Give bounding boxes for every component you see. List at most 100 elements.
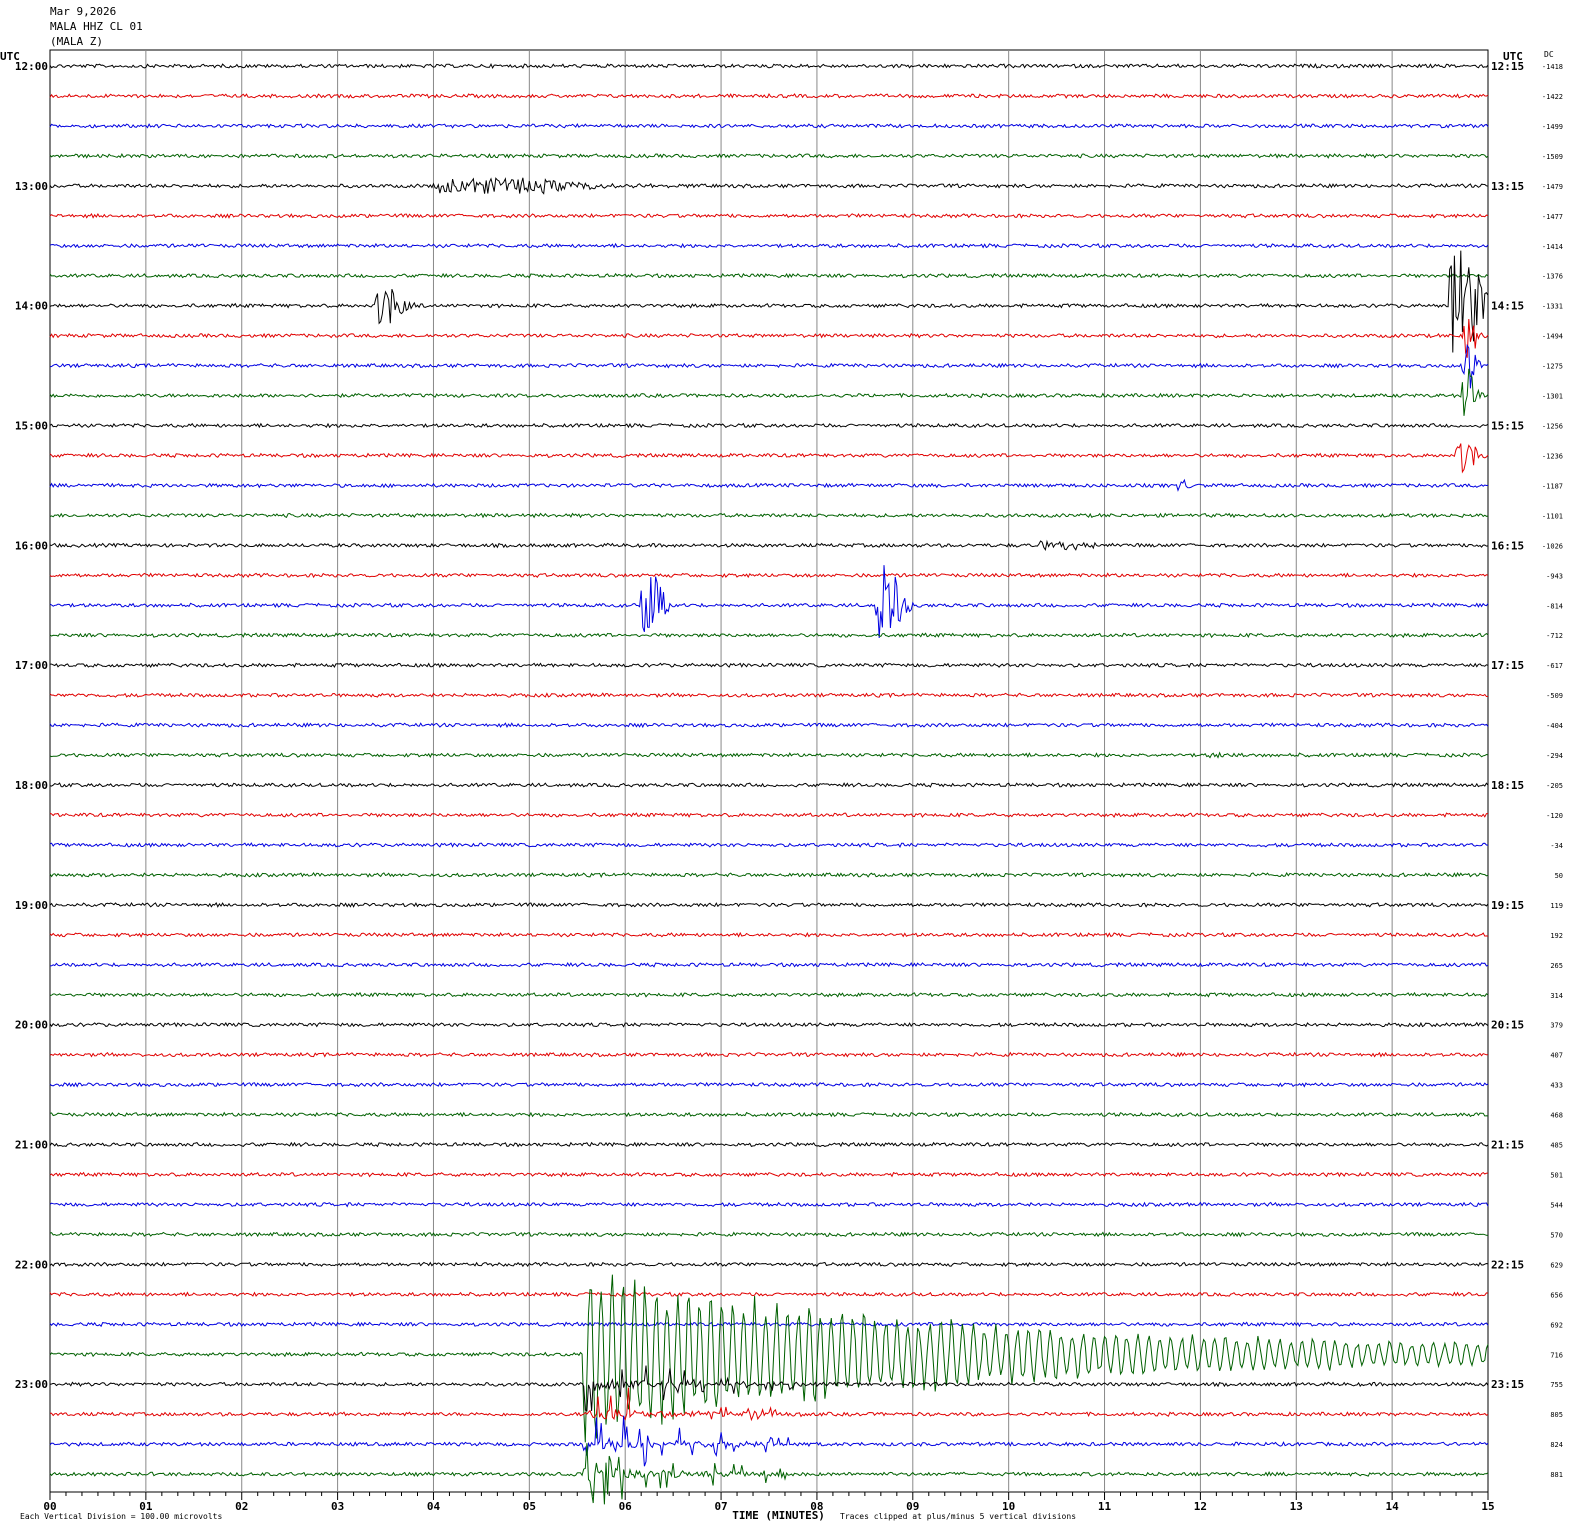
header-station: MALA HHZ CL 01 [50,20,143,33]
x-tick-label: 10 [1002,1500,1015,1513]
dc-offset-label: 119 [1550,902,1563,910]
dc-offset-label: -404 [1546,722,1563,730]
right-time-label: 23:15 [1491,1378,1524,1391]
x-tick-label: 15 [1481,1500,1494,1513]
dc-offset-label: -712 [1546,632,1563,640]
trace-row-23 [49,751,1489,759]
right-time-label: 20:15 [1491,1019,1524,1032]
trace-row-13 [49,443,1489,474]
trace-layer [49,63,1489,1505]
trace-row-29 [49,931,1489,938]
trace-row-21 [49,692,1489,699]
dc-offset-label: -1479 [1542,183,1563,191]
right-time-label: 14:15 [1491,300,1524,313]
x-tick-label: 05 [523,1500,536,1513]
trace-row-37 [49,1171,1489,1178]
left-time-label: 17:00 [15,659,48,672]
trace-row-41 [49,1291,1489,1298]
dc-offset-label: -294 [1546,752,1563,760]
trace-row-11 [49,368,1489,416]
dc-offset-label: 314 [1550,992,1563,1000]
left-axis-title: UTC [0,50,20,63]
right-time-label: 13:15 [1491,180,1524,193]
trace-row-20 [50,662,1489,669]
dc-offset-label: 629 [1550,1261,1563,1269]
trace-row-10 [49,343,1489,389]
trace-row-33 [49,1051,1489,1058]
right-time-label: 21:15 [1491,1139,1524,1152]
x-tick-label: 07 [714,1500,727,1513]
trace-row-27 [49,871,1489,878]
trace-row-25 [49,812,1489,818]
left-time-label: 16:00 [15,539,48,552]
x-tick-label: 01 [139,1500,153,1513]
x-axis-label: TIME (MINUTES) [732,1509,825,1522]
dc-offset-label: -34 [1550,842,1563,850]
trace-row-19 [49,632,1489,639]
trace-row-30 [49,961,1489,968]
x-tick-label: 08 [810,1500,823,1513]
header-channel: (MALA Z) [50,35,103,48]
right-time-label: 18:15 [1491,779,1524,792]
right-time-label: 15:15 [1491,420,1524,433]
left-time-label: 22:00 [15,1258,48,1271]
dc-offset-label: 755 [1550,1381,1563,1389]
trace-row-8 [49,250,1489,353]
dc-offset-label: 805 [1550,1411,1563,1419]
dc-offset-label: 50 [1555,872,1563,880]
trace-row-0 [49,63,1489,69]
trace-row-38 [49,1201,1489,1208]
left-time-label: 19:00 [15,899,48,912]
dc-offset-label: 265 [1550,962,1563,970]
left-time-label: 12:00 [15,60,48,73]
trace-row-39 [49,1231,1489,1238]
trace-row-47 [49,1443,1489,1505]
dc-offset-label: -1256 [1542,423,1563,431]
trace-row-34 [49,1081,1489,1088]
right-time-label: 22:15 [1491,1258,1524,1271]
dc-offset-label: 501 [1550,1172,1563,1180]
right-axis-title: UTC [1503,50,1523,63]
plot-frame [49,49,1489,1493]
dc-offset-label: 485 [1550,1142,1563,1150]
trace-row-36 [49,1141,1489,1148]
dc-offset-label: -1376 [1542,273,1563,281]
dc-offset-label: -1499 [1542,123,1563,131]
trace-row-6 [49,242,1489,249]
dc-offset-label: -943 [1546,572,1563,580]
dc-offset-label: -1187 [1542,482,1563,490]
right-time-label: 12:15 [1491,60,1524,73]
trace-row-12 [49,422,1489,429]
x-tick-label: 11 [1098,1500,1112,1513]
trace-row-4 [49,177,1489,195]
plot-grid [49,49,1489,1500]
trace-row-18 [49,565,1489,639]
dc-offset-label: -1509 [1542,153,1563,161]
dc-offset-label: 379 [1550,1022,1563,1030]
header-date: Mar 9,2026 [50,5,117,18]
dc-offset-label: -814 [1546,602,1563,610]
dc-offset-label: -1301 [1542,393,1563,401]
trace-row-40 [49,1261,1489,1268]
x-tick-label: 13 [1290,1500,1303,1513]
trace-row-46 [49,1415,1489,1467]
trace-row-42 [49,1321,1489,1328]
x-tick-label: 03 [331,1500,344,1513]
label-layer: 00 01 02 03 04 05 06 07 08 09 10 11 12 13 14 15 TIME (MI… [0,50,1563,1522]
x-tick-label: 09 [906,1500,919,1513]
dc-offset-label: -617 [1546,662,1563,670]
left-time-label: 15:00 [15,420,48,433]
dc-title: DC [1544,50,1554,59]
dc-offset-label: -1494 [1542,333,1563,341]
dc-offset-label: 570 [1550,1231,1563,1239]
x-tick-label: 06 [619,1500,633,1513]
x-tick-label: 00 [43,1500,56,1513]
x-tick-label: 12 [1194,1500,1207,1513]
trace-row-44 [49,1365,1489,1412]
left-time-label: 21:00 [15,1139,48,1152]
trace-row-28 [49,901,1489,908]
dc-offset-label: 824 [1550,1441,1563,1449]
left-time-label: 18:00 [15,779,48,792]
right-time-label: 16:15 [1491,539,1524,552]
trace-row-45 [50,1387,1489,1422]
